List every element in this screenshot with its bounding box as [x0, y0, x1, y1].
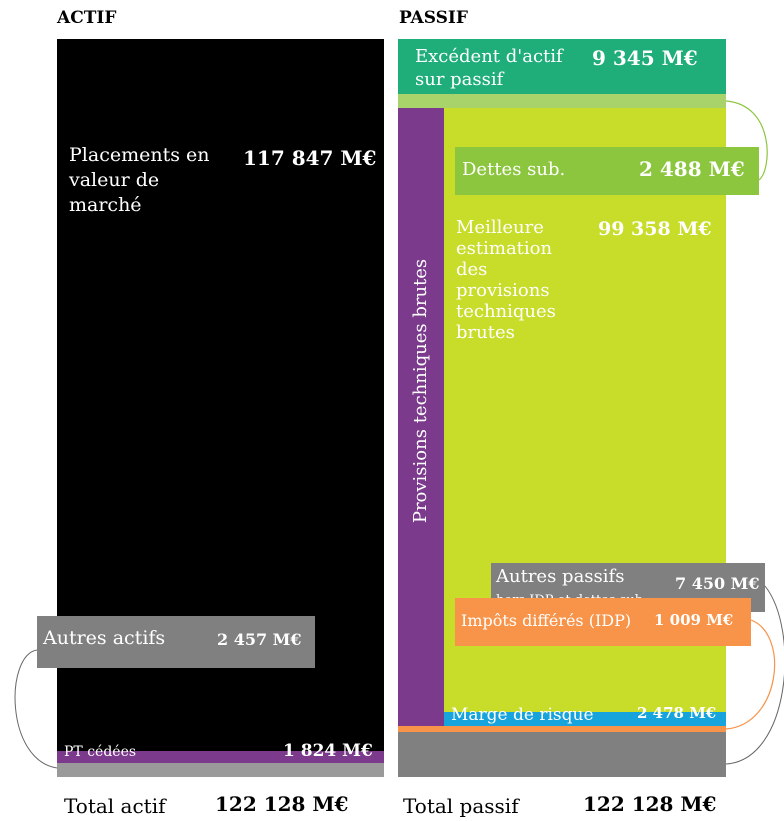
- marge-risque-label: Marge de risque: [451, 705, 594, 725]
- total-actif-label: Total actif: [64, 794, 166, 818]
- excedent-value: 9 345 M€: [592, 46, 698, 70]
- autres-passifs-label: Autres passifs: [496, 566, 625, 587]
- provisions-techniques-bar: [398, 108, 444, 727]
- placements-value: 117 847 M€: [243, 146, 377, 170]
- impots-differes-label: Impôts différés (IDP): [461, 611, 632, 630]
- autres-passifs-value: 7 450 M€: [675, 574, 760, 593]
- autres-actifs-value: 2 457 M€: [217, 630, 302, 649]
- actif-header: ACTIF: [57, 8, 117, 28]
- pt-cedees-label: PT cédées: [64, 744, 137, 760]
- autres-actifs-label: Autres actifs: [43, 627, 166, 649]
- impots-differes-box: [455, 598, 751, 646]
- dettes-sub-label: Dettes sub.: [462, 159, 566, 180]
- impots-strip: [398, 726, 726, 732]
- total-passif-value: 122 128 M€: [583, 792, 717, 816]
- autres-passifs-bottom-strip: [398, 732, 726, 777]
- meilleure-estimation-value: 99 358 M€: [598, 218, 712, 240]
- placements-label: Placements en valeur de marché: [69, 144, 210, 216]
- autres-actifs-box: [37, 616, 315, 668]
- pt-cedees-value: 1 824 M€: [283, 741, 373, 761]
- total-passif-label: Total passif: [403, 794, 519, 818]
- actif-pt-cedees-strip: [57, 751, 384, 763]
- marge-risque-value: 2 478 M€: [637, 704, 717, 722]
- total-actif-value: 122 128 M€: [215, 792, 349, 816]
- autres-passifs-connector: [725, 585, 784, 765]
- actif-bottom-strip: [57, 763, 384, 777]
- dettes-sub-value: 2 488 M€: [639, 157, 745, 181]
- passif-header: PASSIF: [399, 8, 468, 28]
- excedent-block: [398, 39, 726, 94]
- excedent-label: Excédent d'actif sur passif: [415, 46, 563, 90]
- impots-differes-value: 1 009 M€: [654, 611, 734, 629]
- marge-risque-strip: [444, 712, 726, 726]
- dettes-sub-connector: [725, 100, 768, 181]
- dettes-sub-strip: [398, 94, 726, 108]
- impots-connector: [725, 619, 776, 730]
- autres-actifs-connector: [14, 649, 58, 769]
- dettes-sub-box: [455, 147, 759, 195]
- meilleure-estimation-label: Meilleure estimation des provisions tech…: [456, 217, 556, 343]
